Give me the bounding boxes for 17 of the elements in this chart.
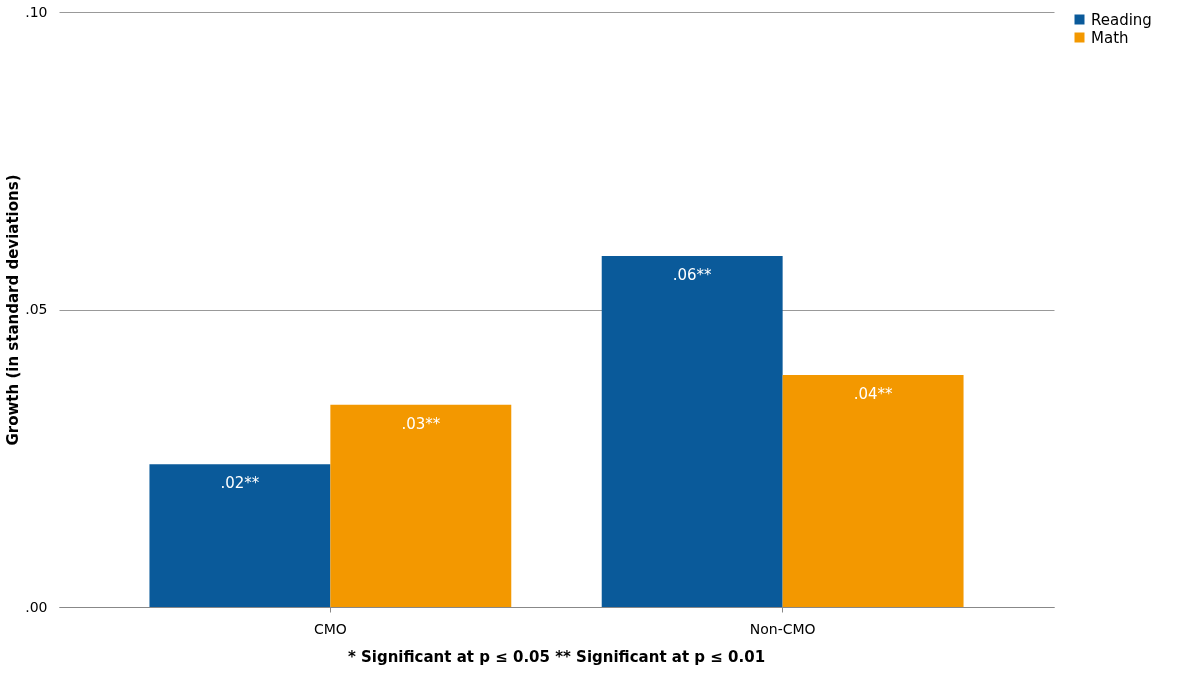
bar: [330, 404, 512, 607]
bar: [782, 374, 964, 607]
y-axis-title: Growth (in standard deviations): [4, 174, 23, 446]
data-label: .04**: [853, 384, 894, 403]
y-tick-label: .10: [25, 3, 48, 20]
data-label: .02**: [220, 474, 260, 493]
text: * Significant at p ≤ 0.05 ** Significant at p ≤ 0.01: [347, 648, 766, 666]
x-tick-label: Non-CMO: [749, 620, 816, 637]
x-tick-label: CMO: [313, 620, 347, 637]
legend-label: Reading: [1091, 10, 1152, 29]
legend-label: Math: [1091, 28, 1129, 47]
data-label: .06**: [672, 265, 713, 284]
bar: [601, 255, 783, 607]
y-tick-label: .05: [25, 301, 48, 317]
y-tick-label: .00: [25, 598, 48, 615]
data-label: .03**: [401, 414, 441, 433]
bar: [149, 464, 331, 607]
